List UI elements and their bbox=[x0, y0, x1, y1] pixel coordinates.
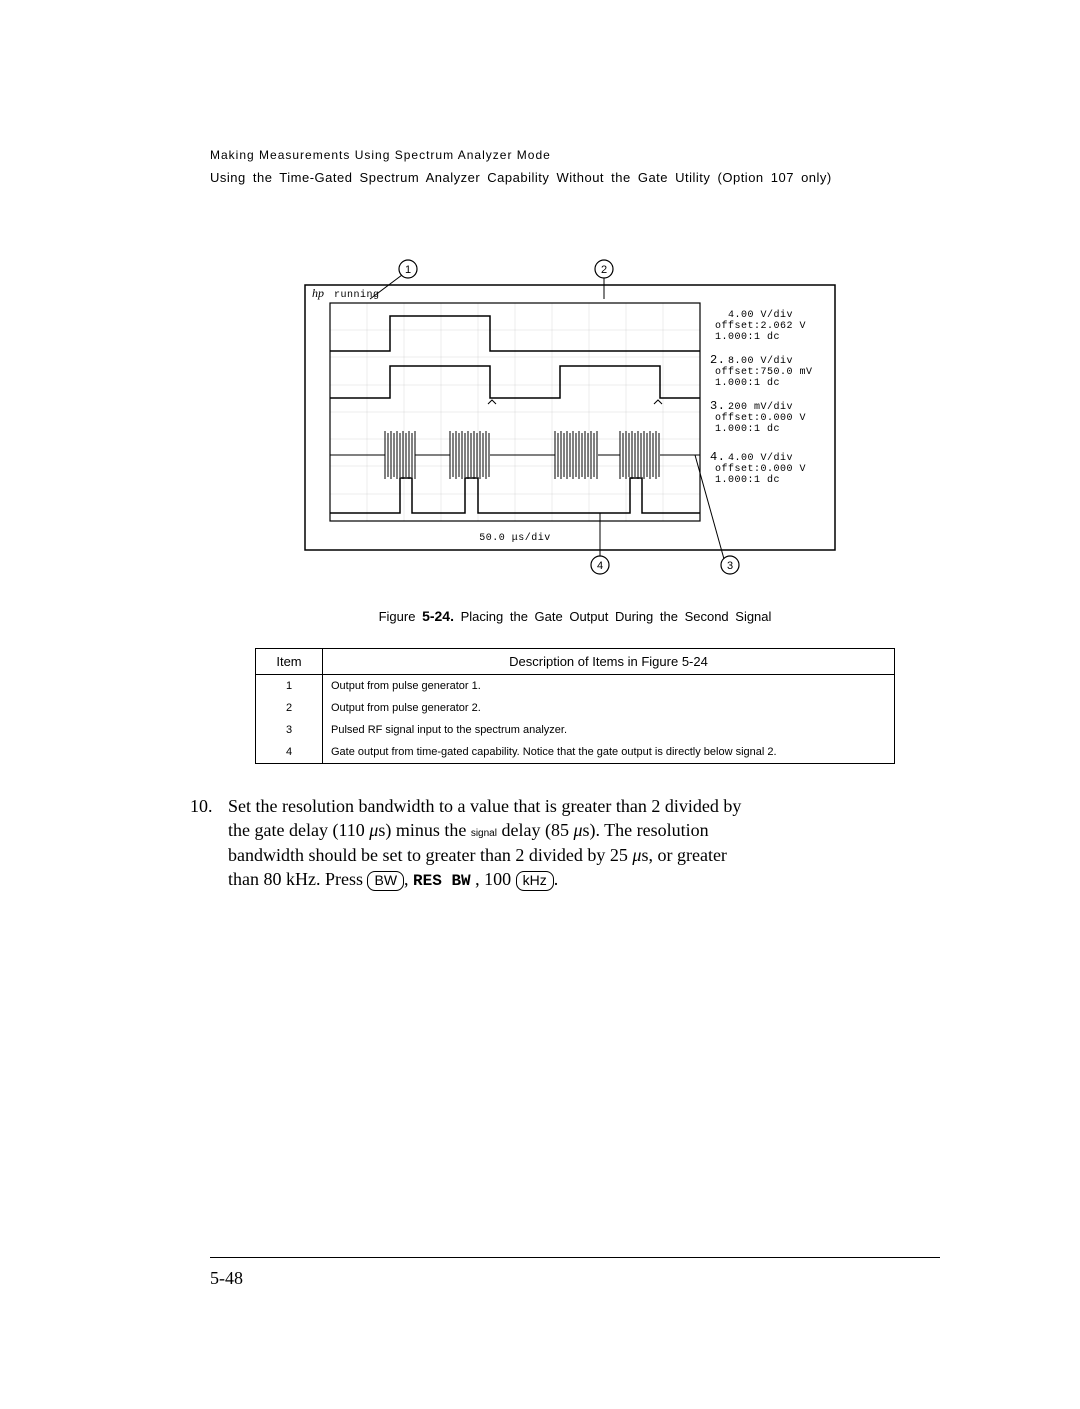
svg-text:offset:2.062 V: offset:2.062 V bbox=[715, 320, 806, 332]
th-desc: Description of Items in Figure 5-24 bbox=[323, 649, 895, 675]
svg-text:1.000:1 dc: 1.000:1 dc bbox=[715, 377, 780, 389]
svg-text:3: 3 bbox=[727, 560, 733, 572]
items-table: Item Description of Items in Figure 5-24… bbox=[255, 648, 895, 764]
running-label: running bbox=[334, 289, 380, 301]
svg-text:3.: 3. bbox=[710, 399, 725, 413]
step-number: 10. bbox=[190, 794, 228, 892]
table-row-num: 1 bbox=[256, 675, 323, 698]
svg-text:1.000:1 dc: 1.000:1 dc bbox=[715, 423, 780, 435]
svg-text:200 mV/div: 200 mV/div bbox=[728, 401, 793, 413]
callout-2: 2 bbox=[595, 260, 613, 299]
table-row-num: 3 bbox=[256, 719, 323, 741]
table-row-desc: Output from pulse generator 2. bbox=[323, 697, 895, 719]
channel-readouts: 4.00 V/div offset:2.062 V 1.000:1 dc 2. … bbox=[710, 309, 813, 486]
step-10: 10. Set the resolution bandwidth to a va… bbox=[190, 794, 940, 892]
hp-logo: hp bbox=[312, 286, 324, 300]
khz-button: kHz bbox=[516, 871, 554, 891]
table-row-desc: Pulsed RF signal input to the spectrum a… bbox=[323, 719, 895, 741]
svg-text:4: 4 bbox=[597, 560, 603, 572]
svg-text:4.00 V/div: 4.00 V/div bbox=[728, 309, 793, 321]
header-section: Making Measurements Using Spectrum Analy… bbox=[210, 148, 940, 162]
step-content: Set the resolution bandwidth to a value … bbox=[228, 794, 741, 892]
table-row-num: 4 bbox=[256, 741, 323, 764]
svg-text:4.00 V/div: 4.00 V/div bbox=[728, 452, 793, 464]
svg-text:4.: 4. bbox=[710, 450, 725, 464]
page-footer: 5-48 bbox=[210, 1257, 940, 1289]
table-row-desc: Gate output from time-gated capability. … bbox=[323, 741, 895, 764]
svg-text:offset:0.000 V: offset:0.000 V bbox=[715, 463, 806, 475]
bw-button: BW bbox=[367, 871, 404, 891]
timebase-label: 50.0 μs/div bbox=[479, 532, 551, 544]
svg-text:1.000:1 dc: 1.000:1 dc bbox=[715, 474, 780, 486]
res-bw-softkey: RES BW bbox=[413, 872, 471, 890]
table-row-desc: Output from pulse generator 1. bbox=[323, 675, 895, 698]
svg-text:offset:0.000 V: offset:0.000 V bbox=[715, 412, 806, 424]
svg-text:2.: 2. bbox=[710, 353, 725, 367]
th-item: Item bbox=[256, 649, 323, 675]
page-number: 5-48 bbox=[210, 1268, 243, 1288]
table-row-num: 2 bbox=[256, 697, 323, 719]
svg-text:1.000:1 dc: 1.000:1 dc bbox=[715, 331, 780, 343]
svg-text:offset:750.0 mV: offset:750.0 mV bbox=[715, 366, 813, 378]
callout-4: 4 bbox=[591, 513, 609, 574]
svg-text:8.00 V/div: 8.00 V/div bbox=[728, 355, 793, 367]
svg-text:2: 2 bbox=[601, 264, 607, 276]
svg-text:1: 1 bbox=[405, 264, 411, 276]
oscilloscope-figure: 1 2 hp running bbox=[290, 255, 940, 590]
header-subtitle: Using the Time-Gated Spectrum Analyzer C… bbox=[210, 170, 940, 185]
figure-caption: Figure 5-24. Placing the Gate Output Dur… bbox=[210, 608, 940, 624]
